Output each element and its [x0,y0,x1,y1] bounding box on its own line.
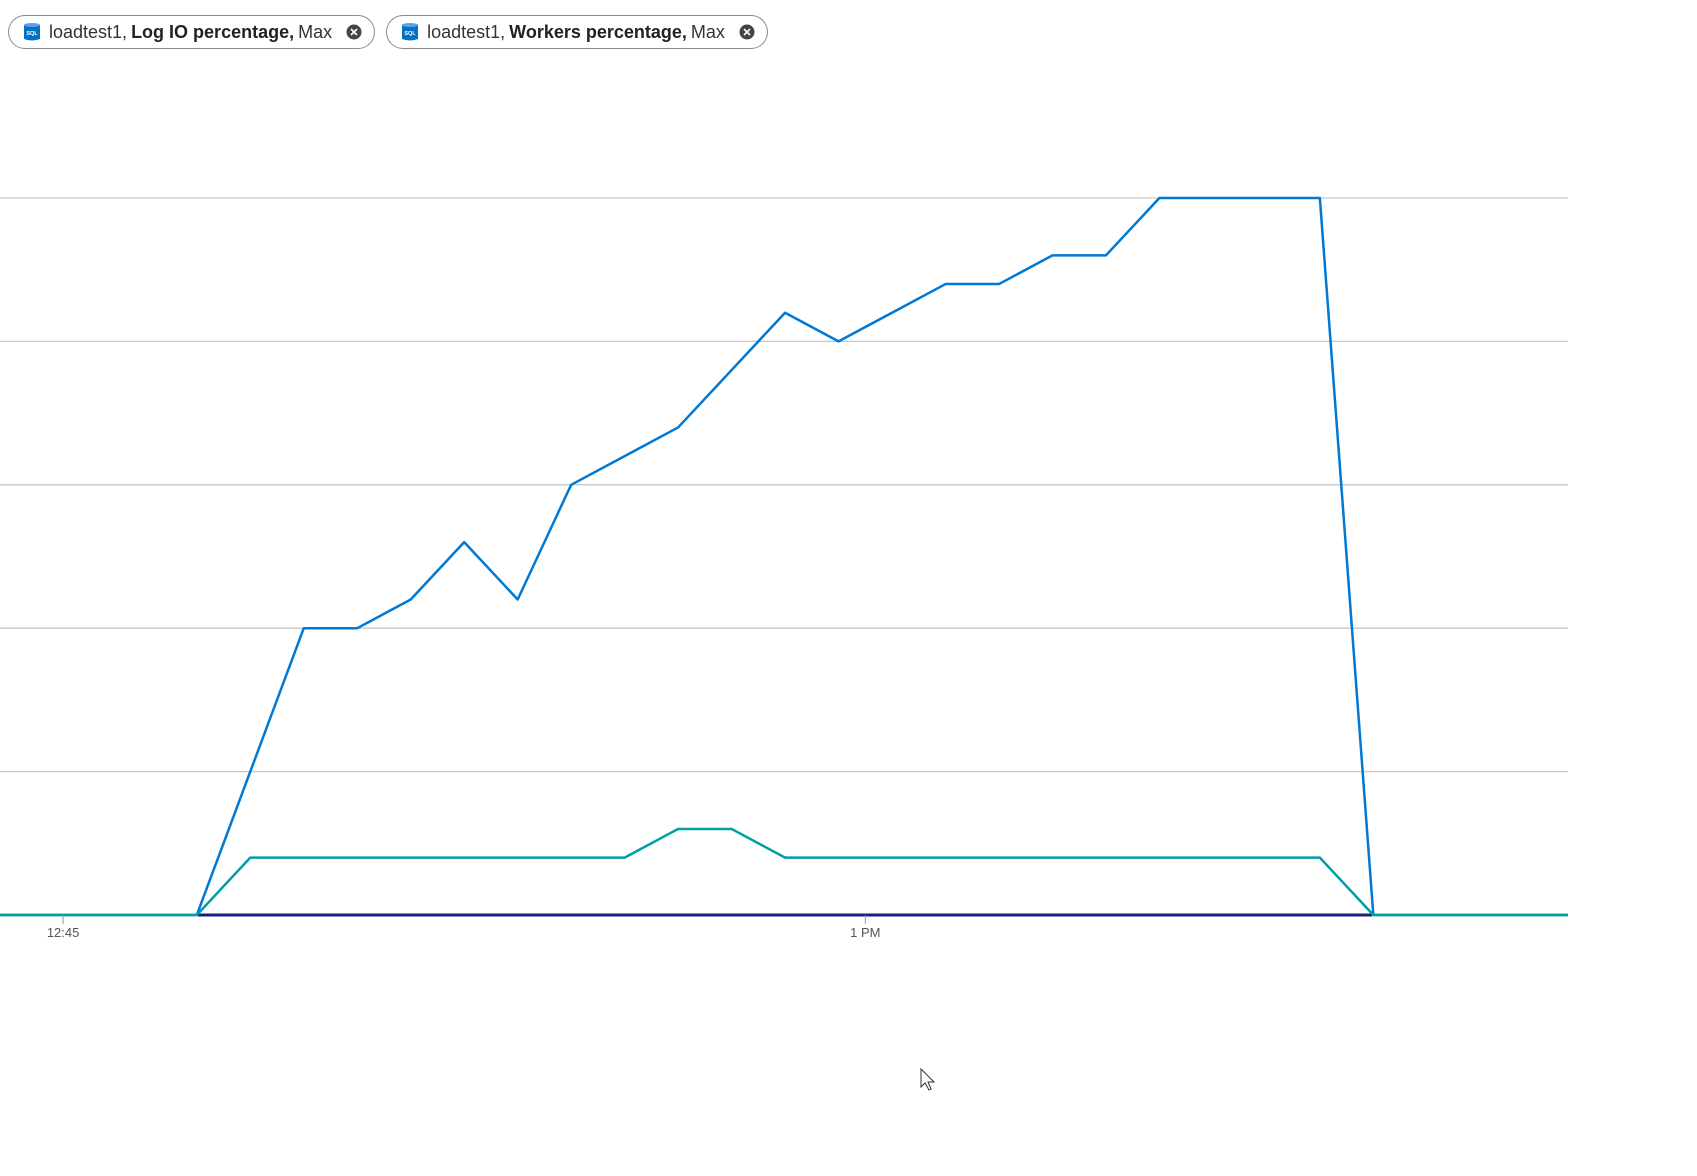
legend-aggregation: Max [298,21,333,42]
icon-body [402,23,419,41]
x-tick-label: 1 PM [850,925,880,940]
icon-text: SQL [404,31,416,37]
x-tick-label: 12:45 [47,925,80,940]
legend-resource: loadtest1, [49,21,128,42]
plot [0,196,1568,917]
icon-top [402,23,419,27]
icon-body [24,23,40,41]
sql-icon: SQL [24,23,40,41]
cursor [920,1067,936,1091]
x-axis: 12:45 1 PM [47,915,880,940]
legend-metric: Log IO percentage, [131,21,295,42]
legend-item: SQL loadtest1, Log IO percentage, Max [8,15,376,49]
close-x [743,28,751,36]
legend: SQL loadtest1, Log IO percentage, Max SQL loa… [8,15,768,49]
series-line [0,196,1568,917]
close-x [350,28,358,36]
legend-resource: loadtest1, [427,21,506,42]
grid [0,197,1568,916]
icon-text: SQL [26,31,38,37]
legend-aggregation: Max [690,21,725,42]
icon-top [24,23,40,27]
remove-metric[interactable] [346,24,362,40]
legend-item: SQL loadtest1, Workers percentage, Max [386,15,768,49]
remove-metric[interactable] [739,24,755,40]
legend-metric: Workers percentage, [509,21,687,42]
series-line [0,827,1568,917]
sql-icon: SQL [402,23,419,41]
